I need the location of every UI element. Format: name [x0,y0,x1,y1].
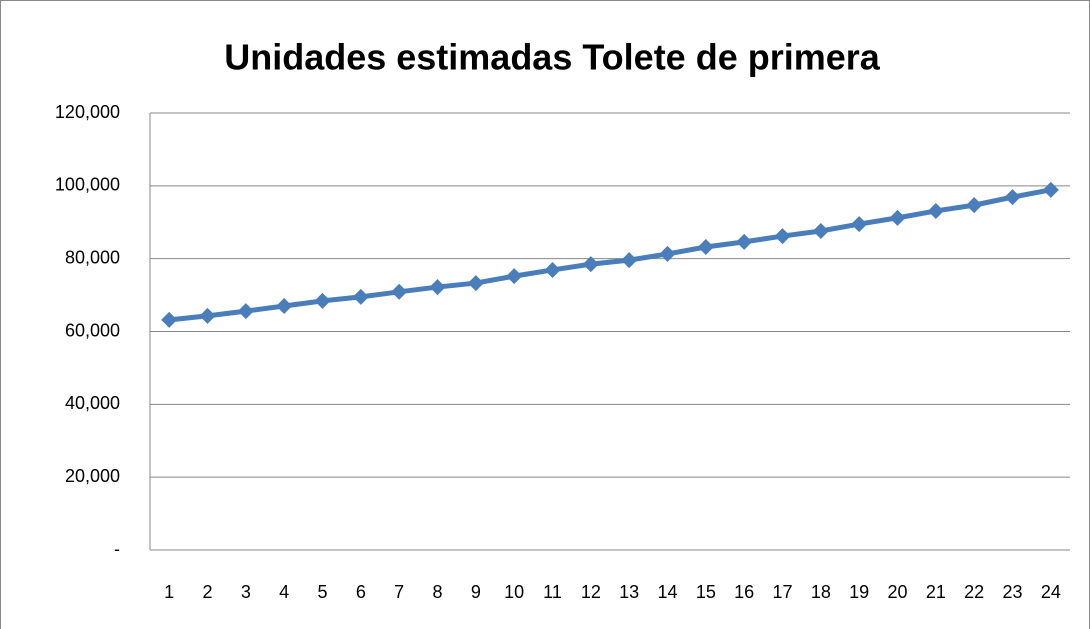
point-marker [544,261,561,278]
y-tick-label: 40,000 [65,393,120,413]
point-marker [352,288,369,305]
point-marker [1042,181,1059,198]
x-tick-label: 10 [504,582,524,602]
x-tick-label: 21 [926,582,946,602]
point-marker [812,222,829,239]
y-tick-label: 80,000 [65,247,120,267]
x-tick-label: 12 [581,582,601,602]
point-marker [774,228,791,245]
point-marker [697,239,714,256]
point-marker [237,303,254,320]
point-marker [736,233,753,250]
x-tick-label: 6 [356,582,366,602]
x-tick-label: 20 [887,582,907,602]
x-tick-label: 14 [657,582,677,602]
point-marker [506,268,523,285]
point-marker [659,245,676,262]
x-tick-label: 4 [279,582,289,602]
y-tick-label: 120,000 [55,102,120,122]
point-marker [199,307,216,324]
y-tick-label: 20,000 [65,466,120,486]
point-marker [467,275,484,292]
point-marker [582,256,599,273]
point-marker [621,252,638,269]
x-tick-label: 8 [432,582,442,602]
x-tick-label: 3 [241,582,251,602]
x-tick-label: 11 [543,582,562,602]
point-marker [429,279,446,296]
x-tick-label: 18 [811,582,831,602]
point-marker [851,216,868,233]
x-tick-label: 13 [619,582,639,602]
x-tick-label: 2 [202,582,212,602]
point-marker [161,311,178,328]
chart-title: Unidades estimadas Tolete de primera [224,37,881,78]
point-marker [391,283,408,300]
x-tick-label: 19 [849,582,869,602]
y-tick-label: - [114,539,120,559]
x-tick-label: 5 [317,582,327,602]
y-tick-label: 100,000 [55,175,120,195]
x-tick-label: 1 [164,582,174,602]
x-tick-label: 9 [471,582,481,602]
x-tick-label: 16 [734,582,754,602]
x-tick-label: 23 [1002,582,1022,602]
x-tick-label: 15 [696,582,716,602]
y-tick-label: 60,000 [65,320,120,340]
point-marker [314,292,331,309]
x-tick-label: 24 [1041,582,1061,602]
x-tick-label: 7 [394,582,404,602]
x-tick-label: 17 [772,582,792,602]
point-marker [927,202,944,219]
point-marker [966,197,983,214]
point-marker [889,209,906,226]
point-marker [1004,189,1021,206]
point-marker [276,298,293,315]
x-tick-label: 22 [964,582,984,602]
